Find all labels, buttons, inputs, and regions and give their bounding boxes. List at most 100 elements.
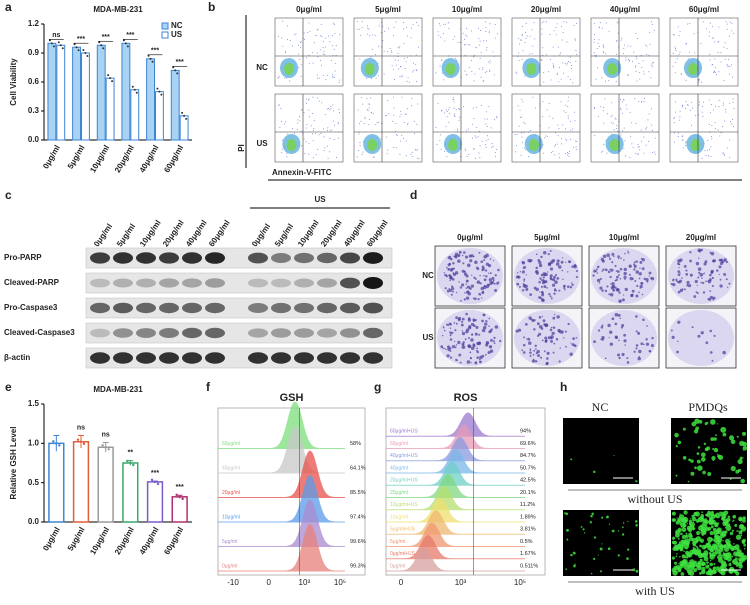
band xyxy=(182,278,202,288)
colony xyxy=(611,284,616,289)
lane-label: 20μg/ml xyxy=(161,218,186,248)
event-dot xyxy=(471,59,473,61)
event-dot xyxy=(386,153,388,155)
event-dot xyxy=(616,128,618,130)
colony xyxy=(685,269,688,272)
colony xyxy=(494,274,497,277)
event-dot xyxy=(522,50,524,52)
event-dot xyxy=(403,42,405,44)
colony xyxy=(550,326,553,329)
green-spot xyxy=(685,532,688,535)
green-spot xyxy=(608,523,611,525)
event-dot xyxy=(479,144,481,146)
event-dot xyxy=(646,126,648,128)
event-dot xyxy=(464,148,466,150)
event-dot xyxy=(440,36,442,38)
colony xyxy=(483,275,485,277)
row-label: Pro-PARP xyxy=(4,253,42,262)
event-dot xyxy=(358,149,360,151)
y-tick-label: 1.0 xyxy=(28,438,40,447)
colony xyxy=(602,268,605,271)
blot-strip xyxy=(85,272,393,294)
event-dot xyxy=(654,137,656,139)
event-dot xyxy=(519,109,521,111)
event-dot xyxy=(556,23,558,25)
event-dot xyxy=(672,52,674,54)
colony xyxy=(440,345,444,348)
colony xyxy=(638,291,640,294)
x-tick-label: 5μg/ml xyxy=(66,144,87,171)
green-spot xyxy=(680,572,685,576)
row-label: US xyxy=(422,333,434,342)
band xyxy=(294,252,314,264)
colony xyxy=(709,295,714,300)
event-dot xyxy=(715,105,717,107)
green-spot xyxy=(673,536,675,538)
event-dot xyxy=(545,54,547,56)
colony xyxy=(611,282,615,286)
colony xyxy=(695,261,700,266)
event-dot xyxy=(367,25,369,27)
colony xyxy=(453,340,456,343)
colony xyxy=(571,265,574,268)
event-dot xyxy=(289,80,291,82)
replicate-dot xyxy=(82,49,85,51)
event-dot xyxy=(573,25,575,27)
event-dot xyxy=(522,26,524,28)
replicate-dot xyxy=(126,459,129,463)
colony xyxy=(533,328,536,331)
colony xyxy=(606,253,610,257)
colony xyxy=(558,360,561,363)
colony xyxy=(463,298,466,301)
event-dot xyxy=(556,72,558,74)
event-dot xyxy=(629,157,631,159)
colony xyxy=(542,272,547,276)
colony xyxy=(698,271,701,274)
event-dot xyxy=(652,66,654,68)
event-dot xyxy=(616,125,618,127)
event-dot xyxy=(294,34,296,36)
event-dot xyxy=(297,119,299,121)
event-dot xyxy=(286,38,288,40)
colony xyxy=(610,268,614,272)
event-dot xyxy=(713,109,715,111)
event-dot xyxy=(563,21,565,23)
event-dot xyxy=(558,67,560,69)
plate xyxy=(668,310,734,366)
green-spot xyxy=(697,465,703,471)
lane-label: 10μg/ml xyxy=(296,218,321,248)
event-dot xyxy=(412,155,414,157)
event-dot xyxy=(641,66,643,68)
event-dot xyxy=(400,65,402,67)
colony xyxy=(633,263,636,266)
colony xyxy=(480,297,483,299)
green-spot xyxy=(680,532,683,536)
colony xyxy=(633,350,636,353)
green-spot xyxy=(710,514,716,519)
colony xyxy=(569,286,573,289)
event-dot xyxy=(523,121,525,123)
event-dot xyxy=(617,21,619,23)
event-dot xyxy=(410,37,412,39)
colony xyxy=(447,263,451,267)
colony xyxy=(642,318,645,322)
colony xyxy=(632,293,634,295)
event-core xyxy=(688,63,698,75)
colony xyxy=(446,289,450,293)
event-dot xyxy=(553,30,555,32)
colony xyxy=(709,290,712,292)
colony xyxy=(615,288,619,292)
event-dot xyxy=(315,34,317,36)
event-dot xyxy=(308,63,310,65)
colony xyxy=(443,272,445,274)
colony xyxy=(443,347,445,350)
row-label: Cleaved-Caspase3 xyxy=(4,328,75,337)
event-dot xyxy=(391,51,393,53)
colony xyxy=(452,262,455,265)
event-dot xyxy=(732,98,734,100)
colony xyxy=(703,262,707,266)
event-dot xyxy=(702,105,704,107)
replicate-dot xyxy=(107,448,110,451)
colony xyxy=(541,281,545,285)
green-spot xyxy=(736,530,738,532)
